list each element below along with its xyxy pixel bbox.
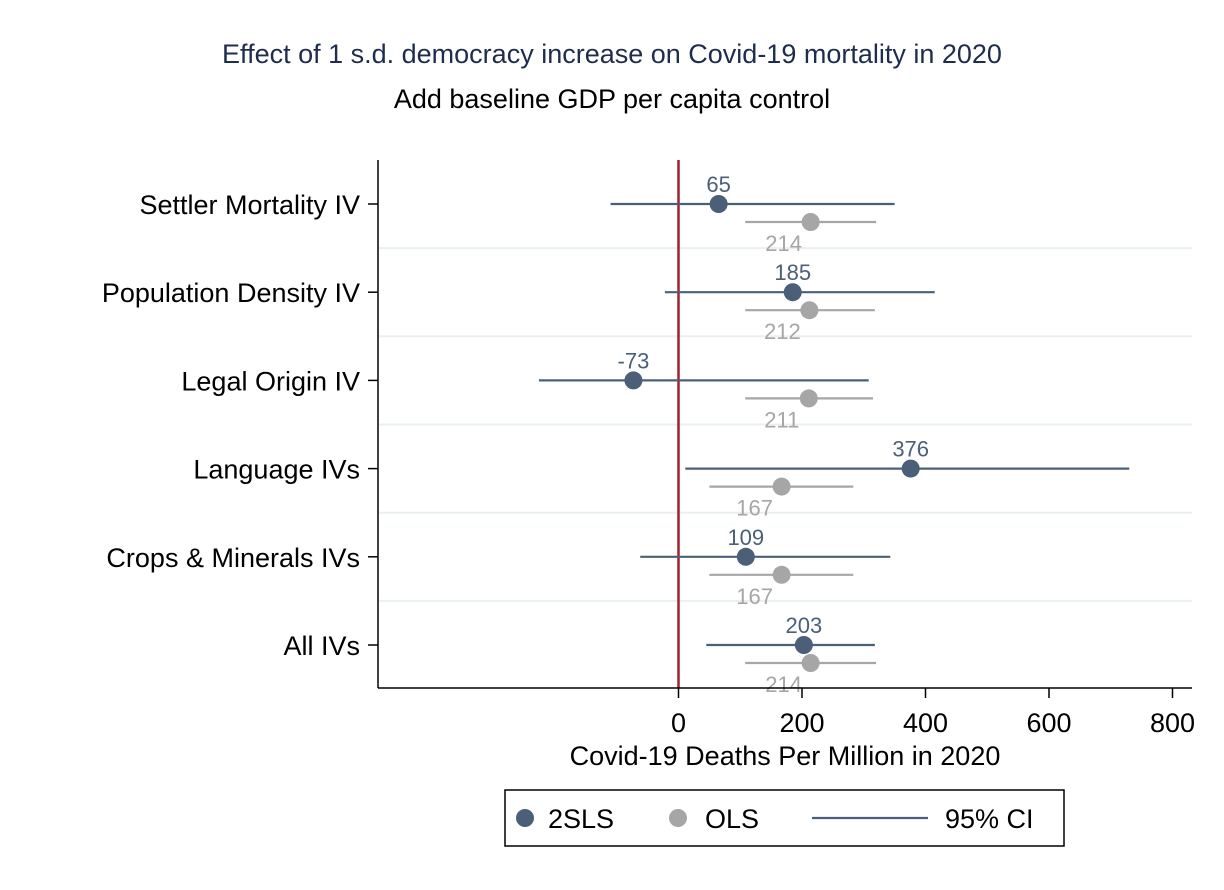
legend-marker-ols	[669, 809, 687, 827]
y-tick-label: Crops & Minerals IVs	[106, 543, 360, 573]
point-2sls	[783, 283, 802, 302]
legend-box	[504, 789, 1065, 847]
legend-marker-2sls	[516, 809, 534, 827]
point-ols	[772, 477, 791, 496]
y-tick-label: Language IVs	[193, 455, 360, 485]
x-axis-label: Covid-19 Deaths Per Million in 2020	[570, 741, 1001, 771]
legend-label: 95% CI	[945, 804, 1034, 834]
data-label-ols: 212	[764, 319, 801, 344]
data-label-ols: 167	[736, 496, 773, 521]
gridlines	[378, 247, 1192, 602]
x-tick-label: 800	[1150, 708, 1195, 738]
legend-label: 2SLS	[548, 804, 614, 834]
point-ols	[800, 301, 819, 320]
chart-subtitle: Add baseline GDP per capita control	[394, 84, 830, 114]
y-tick-label: Legal Origin IV	[181, 366, 360, 396]
x-tick-label: 0	[671, 708, 686, 738]
legend: 2SLS OLS 95% CI	[504, 789, 1065, 847]
y-tick-label: Settler Mortality IV	[139, 190, 360, 220]
data-label-ols: 214	[765, 231, 802, 256]
data-label-2sls: 203	[785, 613, 822, 638]
axes: Settler Mortality IV Population Density I…	[102, 160, 1195, 738]
y-tick-label: All IVs	[283, 631, 360, 661]
point-2sls	[709, 195, 728, 213]
point-2sls	[624, 371, 643, 390]
point-ols	[801, 213, 820, 231]
x-tick-label: 600	[1026, 708, 1071, 738]
point-ols	[801, 654, 820, 672]
chart-title: Effect of 1 s.d. democracy increase on C…	[222, 39, 1002, 69]
data-label-2sls: 65	[706, 172, 730, 197]
data-label-2sls: -73	[618, 348, 650, 373]
confidence-intervals	[538, 202, 1130, 665]
point-ols	[799, 389, 818, 408]
data-label-ols: 167	[736, 584, 773, 609]
point-ols	[772, 565, 791, 584]
data-label-2sls: 376	[892, 437, 929, 462]
y-tick-label: Population Density IV	[102, 278, 360, 308]
data-label-2sls: 185	[774, 260, 811, 285]
data-label-ols: 211	[764, 407, 799, 432]
legend-label: OLS	[705, 804, 759, 834]
point-2sls	[901, 459, 920, 478]
x-tick-label: 200	[779, 708, 824, 738]
point-2sls	[794, 636, 813, 654]
data-label-2sls: 109	[727, 525, 764, 550]
data-label-ols: 214	[765, 672, 802, 697]
data-points: 65 185 -73 376 109 203 214 212 211 167 167 214	[618, 172, 930, 697]
x-tick-label: 400	[903, 708, 948, 738]
point-2sls	[736, 547, 755, 566]
